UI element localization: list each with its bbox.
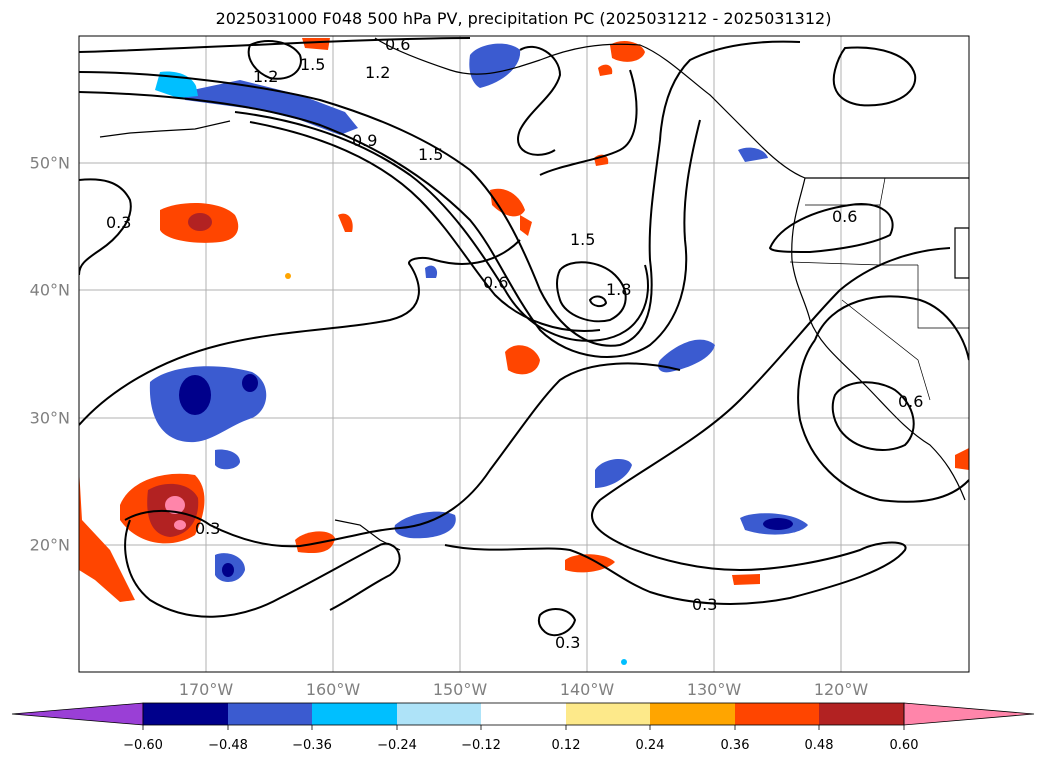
- contour-label: 0.6: [898, 392, 923, 411]
- colorbar-tick: −0.48: [208, 738, 248, 753]
- colorbar-tick: 0.24: [635, 738, 665, 753]
- precip-shading: [79, 38, 969, 665]
- lon-label: 140°W: [559, 680, 615, 699]
- colorbar-tick: 0.60: [889, 738, 919, 753]
- contour-label: 1.2: [365, 63, 390, 82]
- contour-label: 0.3: [106, 213, 131, 232]
- colorbar-arrow-high: [903, 702, 1035, 726]
- colorbar-tick: −0.24: [377, 738, 417, 753]
- contour-label: 0.3: [195, 519, 220, 538]
- contour-label: 0.6: [385, 35, 410, 54]
- pv-contours: [79, 37, 969, 637]
- lat-label: 20°N: [29, 535, 70, 555]
- colorbar-tick: 0.48: [804, 738, 834, 753]
- contour-labels: 1.5 1.2 1.2 0.6 0.9 1.5 0.3 1.5 0.6 1.8 …: [106, 35, 923, 652]
- contour-label: 1.5: [570, 230, 595, 249]
- lon-label: 120°W: [813, 680, 869, 699]
- colorbar-tick: −0.60: [123, 738, 163, 753]
- lat-label: 50°N: [29, 153, 70, 173]
- lon-label: 170°W: [178, 680, 234, 699]
- coastlines: [99, 37, 969, 551]
- colorbar-tick: 0.12: [551, 738, 581, 753]
- colorbar-tick: −0.36: [292, 738, 332, 753]
- contour-label: 0.3: [555, 633, 580, 652]
- map-title: 2025031000 F048 500 hPa PV, precipitatio…: [215, 9, 832, 28]
- colorbar-tick: −0.12: [461, 738, 501, 753]
- contour-label: 0.3: [692, 595, 717, 614]
- colorbar-tick: 0.36: [720, 738, 750, 753]
- contour-label: 0.6: [832, 207, 857, 226]
- lon-label: 130°W: [686, 680, 742, 699]
- contour-label: 0.6: [483, 273, 508, 292]
- contour-label: 1.2: [253, 67, 278, 86]
- contour-label: 1.8: [606, 280, 631, 299]
- lon-label: 160°W: [305, 680, 361, 699]
- contour-label: 1.5: [418, 145, 443, 164]
- contour-label: 1.5: [300, 55, 325, 74]
- contour-label: 0.9: [352, 131, 377, 150]
- colorbar: [11, 702, 1035, 730]
- lon-label: 150°W: [432, 680, 488, 699]
- colorbar-arrow-low: [11, 702, 144, 726]
- lat-label: 40°N: [29, 280, 70, 300]
- lat-label: 30°N: [29, 408, 70, 428]
- map-frame: [78, 35, 970, 673]
